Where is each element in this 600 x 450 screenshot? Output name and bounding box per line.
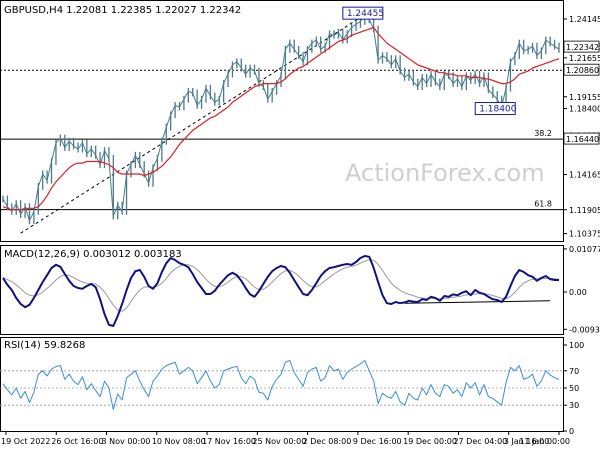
macd-ytick-label: -0.009328 (569, 325, 600, 334)
fib-label-1: 38.2 (534, 129, 552, 138)
macd-y-axis: 0.010774 0.00 -0.009328 (563, 245, 600, 334)
macd-panel-frame (0, 245, 564, 335)
fib-label-2: 61.8 (534, 200, 552, 209)
annotation-label-0: 1.24455 (347, 9, 384, 19)
price-trendline (20, 11, 370, 234)
price-level-tag-0 (563, 40, 600, 53)
annotation-label-1: 1.18400 (479, 105, 516, 115)
time-tick-label: 25 Nov 00:00 (252, 437, 306, 446)
rsi-ytick-label: 0 (569, 427, 574, 436)
price-trendline (20, 11, 370, 234)
ema-line (2, 26, 560, 211)
price-level-tag-label-1: 1.20860 (566, 66, 599, 75)
macd-trendline (404, 300, 551, 304)
rsi-y-axis: 100 70 50 30 0 (563, 341, 584, 436)
time-tick-label: 10 Nov 08:00 (152, 437, 206, 446)
time-tick-label: 19 Dec 00:00 (403, 437, 457, 446)
time-tick-label: 3 Nov 00:00 (102, 437, 151, 446)
watermark: ActionForex.com (345, 159, 545, 187)
rsi-ytick-label: 30 (569, 401, 579, 410)
price-ytick-label: 1.24145 (569, 15, 600, 24)
macd-trendline (404, 300, 551, 304)
macd-ytick-label: 0.00 (569, 288, 587, 297)
price-panel-title: GBPUSD,H4 1.22081 1.22385 1.22027 1.2234… (4, 5, 241, 16)
time-tick-label: 27 Dec 04:00 (453, 437, 507, 446)
annotation-box-1 (474, 102, 516, 116)
time-tick-label: 26 Oct 16:00 (51, 437, 103, 446)
price-panel-frame (0, 0, 564, 242)
time-tick-label: 2 Dec 08:00 (303, 437, 352, 446)
macd-panel: MACD(12,26,9) 0.003012 0.003183 0.010774… (0, 245, 600, 335)
time-tick-label: 17 Nov 16:00 (202, 437, 256, 446)
rsi-ytick-label: 70 (569, 367, 579, 376)
price-level-tag-label-0: 1.22342 (566, 43, 599, 52)
rsi-ytick-label: 50 (569, 384, 579, 393)
macd-signal-line (2, 259, 560, 312)
time-tick-label: 3 Jan 16:00 (504, 437, 550, 446)
price-ytick-label: 1.10375 (569, 230, 600, 239)
price-ytick-label: 1.21655 (569, 54, 600, 63)
macd-ytick-label: 0.010774 (569, 245, 600, 254)
price-ytick-label: 1.19155 (569, 93, 600, 102)
price-ytick-label: 1.14165 (569, 171, 600, 180)
price-ytick-label: 1.18400 (569, 105, 600, 114)
macd-line (2, 255, 559, 327)
price-level-tag-2 (563, 132, 600, 145)
rsi-line (2, 360, 560, 410)
price-ytick-label: 1.11905 (569, 206, 600, 215)
price-y-axis: 1.241451.223951.216551.191551.184001.166… (563, 15, 600, 239)
rsi-series (2, 360, 560, 410)
time-axis: 19 Oct 2022 26 Oct 16:003 Nov 00:00 10 Nov… (1, 431, 570, 446)
price-panel: GBPUSD,H4 1.22081 1.22385 1.22027 1.2234… (0, 0, 600, 242)
rsi-ytick-label: 100 (569, 341, 584, 350)
rsi-panel-frame (0, 337, 564, 432)
macd-panel-title: MACD(12,26,9) 0.003012 0.003183 (4, 249, 182, 260)
macd-series (2, 255, 560, 327)
price-annotations: 1.24455 1.18400 (342, 6, 517, 116)
price-level-tag-label-2: 1.16440 (566, 135, 599, 144)
time-tick-label: 19 Oct 2022 (1, 437, 50, 446)
time-tick-label: 11 Jan 00:00 (519, 437, 570, 446)
rsi-panel-title: RSI(14) 59.8268 (4, 340, 85, 351)
time-tick-label: 9 Dec 16:00 (353, 437, 402, 446)
price-level-tag-1 (563, 63, 600, 76)
annotation-box-0 (342, 6, 384, 20)
rsi-panel: RSI(14) 59.8268 100 70 50 30 0 (0, 337, 584, 436)
